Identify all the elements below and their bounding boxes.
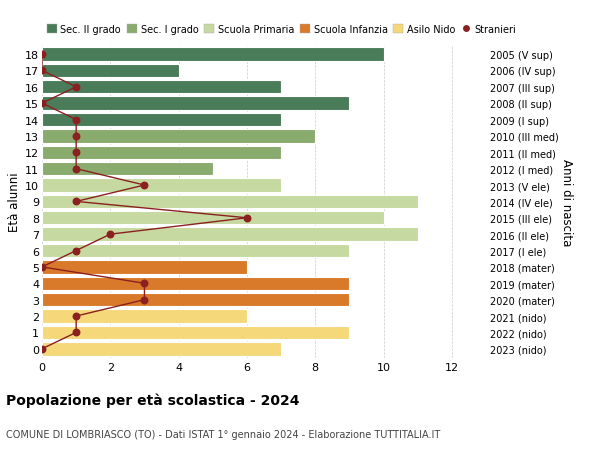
Bar <box>42 212 383 225</box>
Point <box>71 313 81 320</box>
Bar <box>42 130 315 143</box>
Bar <box>42 228 418 241</box>
Bar <box>42 146 281 160</box>
Point <box>106 231 115 238</box>
Text: COMUNE DI LOMBRIASCO (TO) - Dati ISTAT 1° gennaio 2024 - Elaborazione TUTTITALIA: COMUNE DI LOMBRIASCO (TO) - Dati ISTAT 1… <box>6 429 440 439</box>
Bar <box>42 261 247 274</box>
Point <box>71 149 81 157</box>
Legend: Sec. II grado, Sec. I grado, Scuola Primaria, Scuola Infanzia, Asilo Nido, Stran: Sec. II grado, Sec. I grado, Scuola Prim… <box>47 25 517 35</box>
Point <box>71 84 81 91</box>
Bar <box>42 48 383 62</box>
Point <box>37 67 47 75</box>
Point <box>71 133 81 140</box>
Bar <box>42 277 349 291</box>
Point <box>140 297 149 304</box>
Point <box>37 100 47 107</box>
Bar <box>42 342 281 356</box>
Point <box>71 329 81 336</box>
Point <box>37 345 47 353</box>
Point <box>71 198 81 206</box>
Point <box>242 215 252 222</box>
Point <box>37 51 47 59</box>
Point <box>140 182 149 189</box>
Bar <box>42 179 281 192</box>
Point <box>37 263 47 271</box>
Bar <box>42 195 418 209</box>
Y-axis label: Anni di nascita: Anni di nascita <box>560 158 573 246</box>
Y-axis label: Età alunni: Età alunni <box>8 172 21 232</box>
Point <box>71 117 81 124</box>
Text: Popolazione per età scolastica - 2024: Popolazione per età scolastica - 2024 <box>6 392 299 407</box>
Bar <box>42 65 179 78</box>
Point <box>140 280 149 287</box>
Bar <box>42 244 349 257</box>
Bar <box>42 97 349 111</box>
Bar <box>42 293 349 307</box>
Bar <box>42 326 349 339</box>
Bar <box>42 162 213 176</box>
Bar <box>42 310 247 323</box>
Point <box>71 247 81 255</box>
Point <box>71 166 81 173</box>
Bar <box>42 113 281 127</box>
Bar <box>42 81 281 94</box>
